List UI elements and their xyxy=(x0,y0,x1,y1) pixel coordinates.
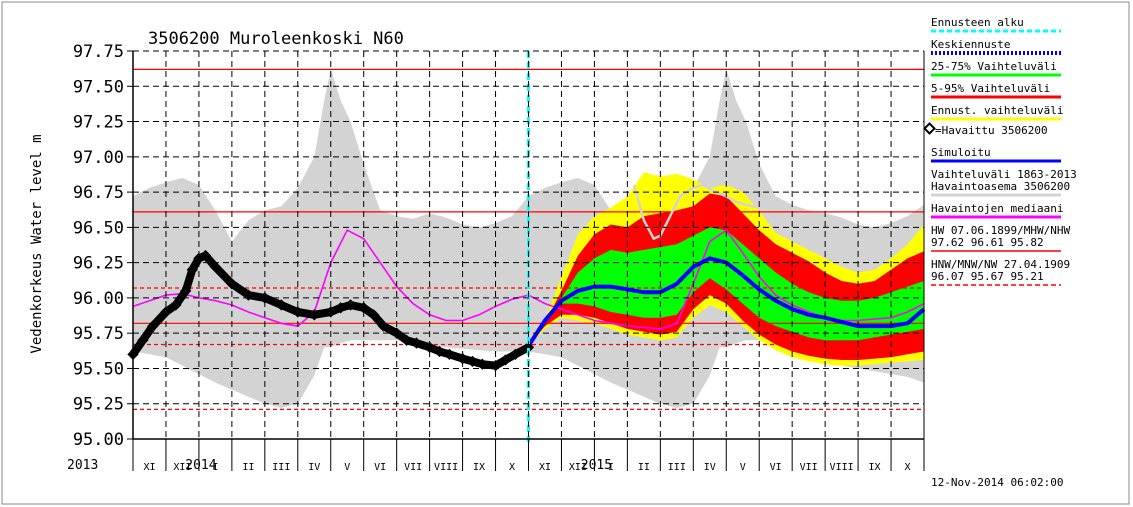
x-month-label: II xyxy=(638,462,650,473)
legend-observed-marker xyxy=(923,122,936,135)
legend-entry-text: 5-95% Vaihteluväli xyxy=(931,82,1050,95)
observed-point xyxy=(466,355,479,368)
x-month-label: III xyxy=(668,462,686,473)
observed-point xyxy=(358,302,370,314)
y-tick-label: 97.75 xyxy=(73,42,124,62)
legend-entry-text: HNW/MNW/NW 27.04.1909 xyxy=(931,258,1070,271)
x-month-label: IV xyxy=(704,462,716,473)
x-month-label: I xyxy=(608,462,614,473)
x-month-label: XI xyxy=(539,462,551,473)
observed-point xyxy=(522,341,535,353)
x-month-label: IV xyxy=(308,462,320,473)
timestamp: 12-Nov-2014 06:02:00 xyxy=(931,476,1063,489)
x-month-label: VII xyxy=(404,462,422,473)
y-tick-label: 96.00 xyxy=(73,289,124,309)
observed-point xyxy=(334,302,347,314)
legend-entry-text: Vaihteluväli 1863-2013 xyxy=(931,168,1077,181)
observed-point xyxy=(433,345,446,358)
x-month-label: III xyxy=(272,462,290,473)
observed-point xyxy=(275,299,287,311)
observed-point xyxy=(308,309,320,321)
observed-point xyxy=(377,320,390,332)
y-tick-label: 95.25 xyxy=(73,395,124,415)
y-tick-label: 95.50 xyxy=(73,359,124,379)
y-tick-label: 97.25 xyxy=(73,113,124,133)
observed-point xyxy=(209,261,222,273)
x-month-label: VIII xyxy=(434,462,458,473)
x-month-label: XII xyxy=(173,462,191,473)
legend-entry-text: Keskiennuste xyxy=(931,38,1010,51)
observed-point xyxy=(499,354,512,366)
y-axis-label: Vedenkorkeus Water level m xyxy=(29,134,45,353)
x-month-label: V xyxy=(740,462,746,473)
y-tick-label: 97.50 xyxy=(73,77,124,97)
observed-point xyxy=(180,285,192,297)
observed-point xyxy=(423,341,436,353)
y-tick-label: 96.25 xyxy=(73,254,124,274)
observed-point xyxy=(147,320,159,332)
chart-title: 3506200 Muroleenkoski N60 xyxy=(148,29,404,49)
y-tick-label: 96.75 xyxy=(73,183,124,203)
legend-entry-text: Simuloitu xyxy=(931,146,991,159)
legend-entry-text: =Havaittu 3506200 xyxy=(935,124,1048,137)
x-month-label: VII xyxy=(800,462,818,473)
x-month-label: IX xyxy=(869,462,881,473)
x-month-label: IX xyxy=(473,462,485,473)
x-month-label: I xyxy=(212,462,218,473)
observed-point xyxy=(367,309,380,321)
observed-point xyxy=(476,358,489,370)
legend-entry-text: 97.62 96.61 95.82 xyxy=(931,236,1044,249)
x-month-label: VI xyxy=(374,462,386,473)
observed-point xyxy=(344,299,357,311)
legend-entry-text: Havaintoasema 3506200 xyxy=(931,180,1070,193)
legend-entry-text: Ennusteen alku xyxy=(931,16,1024,29)
legend-entry-text: HW 07.06.1899/MHW/NHW xyxy=(931,224,1070,237)
legend: Ennusteen alku Keskiennuste 25-75% Vaihtel… xyxy=(923,16,1077,286)
observed-point xyxy=(456,352,469,365)
x-month-label: XII xyxy=(569,462,587,473)
x-year-label: 2013 xyxy=(67,458,98,473)
legend-entry-text: 25-75% Vaihteluväli xyxy=(931,60,1057,73)
observed-point xyxy=(410,337,423,349)
legend-entry-text: Ennust. vaihteluväli xyxy=(931,104,1063,117)
legend-entry-text: Havaintojen mediaani xyxy=(931,202,1063,215)
y-tick-label: 95.75 xyxy=(73,324,124,344)
y-tick-label: 95.00 xyxy=(73,430,124,450)
axes: 95.00 95.25 95.50 95.75 96.00 96.25 96.50 96.75… xyxy=(67,42,925,473)
x-month-label: VI xyxy=(770,462,782,473)
observed-point xyxy=(137,334,149,346)
legend-entry-text: 96.07 95.67 95.21 xyxy=(931,270,1044,283)
x-month-label: X xyxy=(905,462,911,473)
y-tick-label: 96.50 xyxy=(73,218,124,238)
y-tick-label: 97.00 xyxy=(73,148,124,168)
observed-point xyxy=(199,249,212,262)
x-month-label: X xyxy=(509,462,515,473)
observed-point xyxy=(186,264,198,276)
observed-point xyxy=(170,299,182,311)
x-year-label: 2014 xyxy=(185,458,216,473)
observed-point xyxy=(443,348,456,361)
x-month-label: XI xyxy=(143,462,155,473)
x-year-label: 2015 xyxy=(581,458,612,473)
x-month-label: V xyxy=(344,462,350,473)
observed-point xyxy=(400,334,413,346)
x-month-label: VIII xyxy=(830,462,854,473)
overlay-line xyxy=(632,183,760,241)
x-month-label: II xyxy=(242,462,254,473)
